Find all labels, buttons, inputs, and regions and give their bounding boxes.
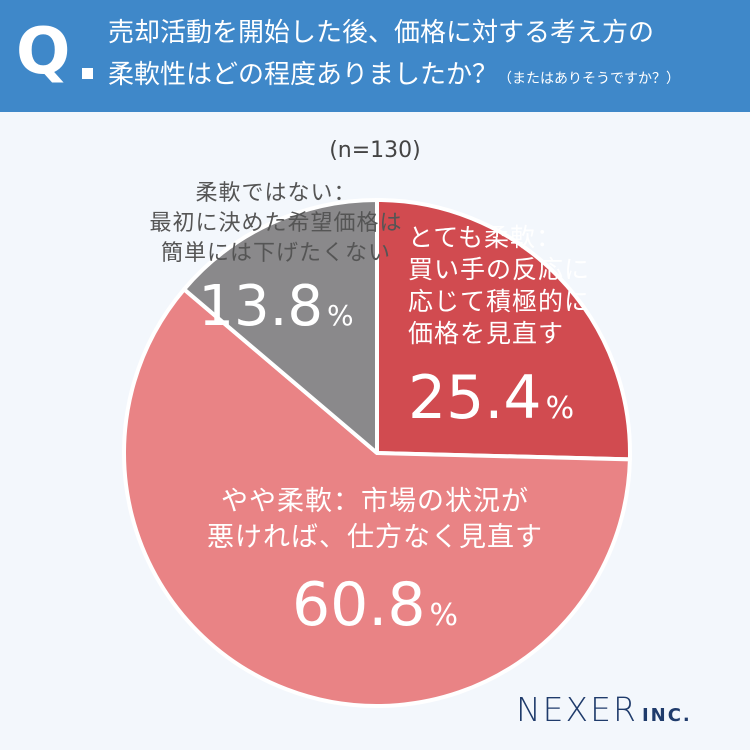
- slice-label-very-flexible-line2: 買い手の反応に: [408, 255, 590, 284]
- slice-label-very-flexible-line1: とても柔軟：: [408, 223, 562, 252]
- slice-label-somewhat-flexible-line1: やや柔軟：市場の状況が: [221, 486, 529, 517]
- question-mark-dot: [82, 68, 93, 79]
- nexer-logo: NEXER INC.: [516, 690, 692, 729]
- question-text-line1: 売却活動を開始した後、価格に対する考え方の: [108, 18, 655, 48]
- slice-label-very-flexible-line3: 応じて積極的に: [408, 287, 590, 316]
- slice-label-very-flexible-line4: 価格を見直す: [408, 319, 564, 348]
- logo-suffix: INC.: [641, 705, 692, 726]
- slice-value-not-flexible: 13.8%: [198, 274, 353, 339]
- pie-slice-not-flexible: [182, 198, 379, 455]
- logo-name: NEXER: [516, 690, 638, 729]
- question-note: （またはありそうですか？）: [498, 71, 681, 87]
- slice-label-somewhat-flexible-line2: 悪ければ、仕方なく見直す: [207, 522, 543, 553]
- slice-value-very-flexible: 25.4%: [408, 363, 574, 433]
- question-mark: Q: [16, 15, 71, 89]
- pie-slice-very-flexible: [375, 198, 632, 462]
- slice-label-not-flexible-line3: 簡単には下げたくない: [161, 241, 391, 266]
- pie-slice-somewhat-flexible: [122, 287, 632, 708]
- slice-label-not-flexible-line2: 最初に決めた希望価格は: [149, 211, 402, 236]
- question-header: Q 売却活動を開始した後、価格に対する考え方の 柔軟性はどの程度ありましたか？（…: [0, 0, 750, 112]
- slice-label-not-flexible-line1: 柔軟ではない：: [195, 181, 356, 206]
- question-text-line2: 柔軟性はどの程度ありましたか？（またはありそうですか？）: [108, 58, 680, 96]
- sample-size: (n=130): [329, 138, 421, 163]
- slice-value-somewhat-flexible: 60.8%: [292, 570, 458, 640]
- question-text-line2-main: 柔軟性はどの程度ありましたか？: [108, 60, 499, 90]
